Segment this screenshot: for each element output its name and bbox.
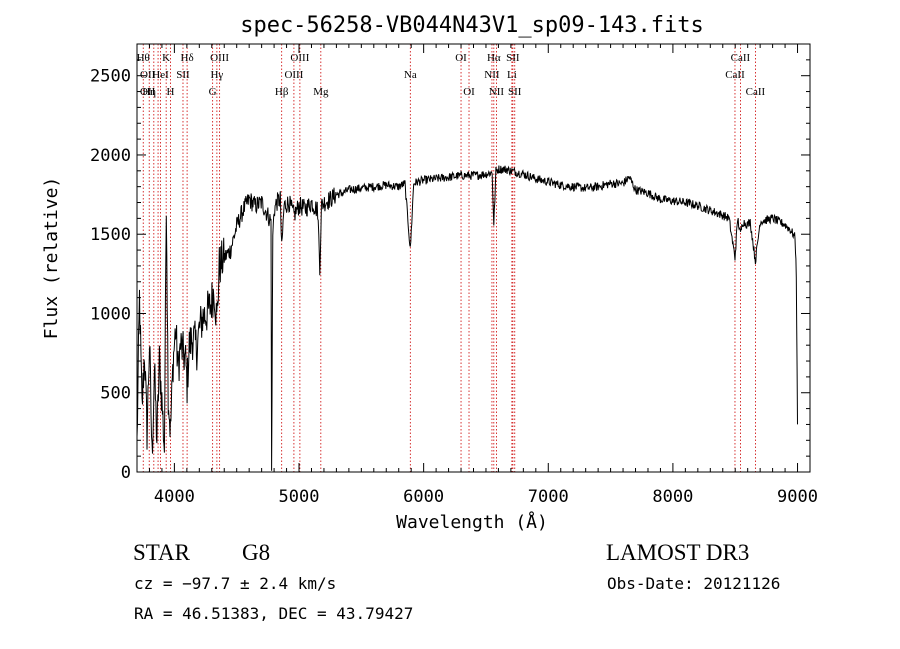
line-label: NII [489, 86, 505, 98]
plot-frame [136, 43, 811, 473]
x-tick-label: 9000 [777, 487, 818, 507]
line-label: OI [455, 52, 467, 64]
line-label: OIII [290, 52, 309, 64]
x-axis-label: Wavelength (Å) [396, 511, 548, 533]
coordinates: RA = 46.51383, DEC = 43.79427 [134, 604, 413, 623]
line-label: OII [140, 69, 156, 81]
velocity-readout: cz = −97.7 ± 2.4 km/s [134, 574, 336, 593]
line-label: Hβ [275, 86, 289, 98]
line-label: Li [507, 69, 517, 81]
y-tick-label: 1000 [90, 304, 131, 324]
object-subclass: G8 [242, 540, 270, 565]
line-label: SII [506, 52, 520, 64]
line-label: HeI [152, 69, 169, 81]
line-label: SII [508, 86, 522, 98]
line-label: NII [484, 69, 500, 81]
y-tick-label: 2500 [90, 67, 131, 87]
line-label: OI [463, 86, 475, 98]
x-tick-label: 5000 [279, 487, 320, 507]
spectral-line-labels: HθHηHeIKHSIIHδGHγOIIIHβOIIIOIIIMgNaOIOIN… [137, 52, 766, 98]
line-label: Hα [487, 52, 501, 64]
y-axis-label: Flux (relative) [41, 177, 62, 340]
line-label: K [162, 52, 170, 64]
line-label: Hθ [137, 52, 150, 64]
spectrum-line [136, 165, 798, 471]
line-label: CaII [725, 69, 745, 81]
line-label: Hδ [181, 52, 194, 64]
y-tick-label: 1500 [90, 225, 131, 245]
line-label: CaII [731, 52, 751, 64]
line-label: Hγ [210, 69, 223, 81]
line-label: G [209, 86, 217, 98]
obs-date: Obs-Date: 20121126 [607, 574, 780, 593]
y-axis-ticks: 0 500 1000 1500 2000 2500 [90, 43, 810, 483]
line-label: H [167, 86, 175, 98]
y-tick-label: 0 [121, 463, 131, 483]
spectral-line-markers [142, 44, 756, 472]
x-tick-label: 7000 [528, 487, 569, 507]
line-label: CaII [746, 86, 766, 98]
survey-name: LAMOST DR3 [606, 540, 749, 565]
line-label: Hη [142, 86, 156, 98]
line-label: SII [176, 69, 190, 81]
line-label: Na [404, 69, 417, 81]
y-tick-label: 500 [100, 384, 131, 404]
x-tick-label: 8000 [652, 487, 693, 507]
chart-title: spec-56258-VB044N43V1_sp09-143.fits [240, 13, 704, 38]
line-label: Mg [313, 86, 329, 98]
x-tick-label: 6000 [403, 487, 444, 507]
line-label: OII [140, 86, 156, 98]
y-tick-label: 2000 [90, 146, 131, 166]
x-tick-label: 4000 [154, 487, 195, 507]
line-label: OIII [284, 69, 303, 81]
line-label: OIII [210, 52, 229, 64]
x-axis-ticks: 4000 5000 6000 7000 8000 9000 [136, 44, 818, 507]
object-class: STAR [133, 540, 191, 565]
